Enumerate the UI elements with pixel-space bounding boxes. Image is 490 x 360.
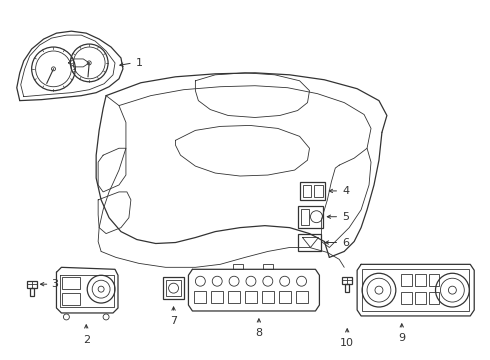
Bar [429,292,440,304]
Text: 6: 6 [342,238,349,248]
Text: 7: 7 [170,316,177,326]
Bar [262,291,274,303]
Bar [297,206,323,228]
Bar [299,182,325,200]
Bar [415,274,426,286]
Text: 10: 10 [340,338,354,348]
Bar [195,291,206,303]
Text: 3: 3 [51,279,58,289]
Bar [345,284,349,292]
Bar [401,292,412,304]
Bar [26,281,37,288]
Bar [62,277,80,289]
Bar [302,185,312,197]
Bar [342,277,352,284]
Bar [279,291,291,303]
Text: 2: 2 [83,335,90,345]
Bar [30,288,34,296]
Bar [228,291,240,303]
Bar [315,185,323,197]
Bar [233,264,243,269]
Bar [362,269,469,311]
Bar [297,234,321,251]
Bar [163,277,184,299]
Bar [263,264,273,269]
Text: 4: 4 [342,186,349,196]
Text: 9: 9 [398,333,405,343]
Text: 5: 5 [342,212,349,222]
Bar [401,274,412,286]
Bar [415,292,426,304]
Bar [62,293,80,305]
Text: 8: 8 [255,328,263,338]
Bar [429,274,440,286]
Bar [166,280,181,296]
Bar [295,291,308,303]
Bar [300,209,310,225]
Bar [245,291,257,303]
Text: 1: 1 [136,58,143,68]
Bar [211,291,223,303]
